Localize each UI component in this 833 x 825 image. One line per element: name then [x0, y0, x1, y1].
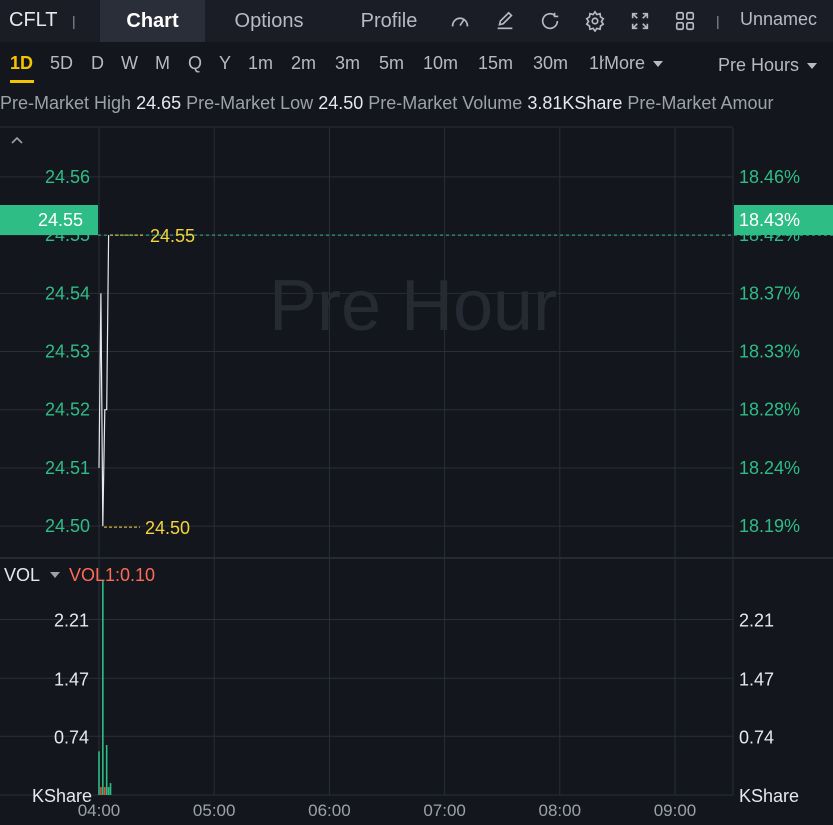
toolbar-separator: |: [716, 13, 720, 29]
volume-panel-label[interactable]: VOL: [4, 565, 41, 585]
volume-bar: [107, 787, 110, 795]
period-m[interactable]: M: [155, 53, 170, 73]
volume-bar: [105, 744, 108, 795]
last-pct-badge: 18.43%: [734, 205, 833, 235]
price-tick-label: 24.51: [45, 458, 90, 478]
period-w[interactable]: W: [121, 53, 138, 73]
price-tick-label: 24.56: [45, 167, 90, 187]
more-periods-dropdown[interactable]: More: [604, 53, 664, 74]
price-tick-label: 24.53: [45, 342, 90, 362]
pre-market-amount-label: Pre-Market Amour: [627, 93, 774, 113]
pre-market-high-value: 24.65: [136, 93, 182, 113]
percent-tick-label: 18.46%: [739, 167, 800, 187]
pre-market-volume-label: Pre-Market Volume: [368, 93, 523, 113]
caret-down-icon: [807, 63, 818, 69]
time-tick-label: 06:00: [308, 801, 351, 820]
pre-market-low-label: Pre-Market Low: [186, 93, 314, 113]
speedometer-icon[interactable]: [447, 8, 473, 34]
period-1d[interactable]: 1D: [10, 53, 34, 73]
session-dropdown[interactable]: Pre Hours: [718, 55, 818, 76]
last-price-annotation: 24.55: [150, 226, 195, 246]
percent-tick-label: 18.19%: [739, 516, 800, 536]
low-price-annotation: 24.50: [145, 518, 190, 538]
time-tick-label: 05:00: [193, 801, 236, 820]
last-price-badge-text: 24.55: [38, 210, 84, 230]
last-pct-badge-text: 18.43%: [739, 210, 801, 230]
grid-layout-icon[interactable]: [672, 8, 698, 34]
volume-tick-label: 2.21: [54, 611, 89, 631]
pre-market-high-label: Pre-Market High: [0, 93, 132, 113]
period-1m[interactable]: 1m: [248, 53, 274, 73]
tab-chart[interactable]: Chart: [100, 0, 205, 42]
volume-bar: [100, 787, 102, 795]
volume-bar: [98, 751, 100, 795]
workspace-name[interactable]: Unnamec: [740, 9, 818, 29]
percent-tick-label: 18.37%: [739, 283, 800, 303]
period-bar: 1D 5D D W M Q Y 1m 2m 3m 5m 10m 15m 30m …: [0, 43, 833, 85]
price-tick-label: 24.50: [45, 516, 90, 536]
volume-bar: [103, 787, 106, 795]
time-tick-label: 09:00: [654, 801, 697, 820]
price-tick-label: 24.54: [45, 283, 90, 303]
period-5d[interactable]: 5D: [50, 53, 74, 73]
expand-icon[interactable]: [627, 8, 653, 34]
gear-icon[interactable]: [582, 8, 608, 34]
active-period-underline: [10, 80, 34, 83]
more-label: More: [604, 53, 646, 73]
period-5m[interactable]: 5m: [379, 53, 405, 73]
price-line: [98, 235, 110, 527]
last-price-badge: 24.55: [0, 205, 98, 235]
session-label: Pre Hours: [718, 55, 800, 75]
volume-tick-label: 1.47: [54, 669, 89, 689]
percent-tick-label: 18.28%: [739, 400, 800, 420]
volume-right-tick-label: 0.74: [739, 727, 774, 747]
volume-right-tick-label: 1.47: [739, 669, 774, 689]
pre-hour-watermark: Pre Hour: [269, 266, 557, 346]
period-30m[interactable]: 30m: [533, 53, 569, 73]
ticker-separator: |: [72, 13, 76, 29]
period-1h[interactable]: 1h: [589, 53, 604, 73]
period-2m[interactable]: 2m: [291, 53, 317, 73]
period-15m[interactable]: 15m: [478, 53, 514, 73]
time-tick-label: 04:00: [78, 801, 121, 820]
percent-tick-label: 18.33%: [739, 342, 800, 362]
period-q[interactable]: Q: [188, 53, 203, 73]
time-tick-label: 07:00: [423, 801, 466, 820]
volume-indicator-value: VOL1:0.10: [69, 565, 156, 585]
time-tick-label: 08:00: [539, 801, 582, 820]
tab-options[interactable]: Options: [234, 10, 304, 32]
price-chart[interactable]: 04:00 05:00 06:00 07:00 08:00 09:00 24.56 18.46…: [0, 125, 833, 825]
volume-unit-right: KShare: [739, 786, 799, 806]
period-3m[interactable]: 3m: [335, 53, 361, 73]
chevron-up-icon[interactable]: [10, 133, 24, 147]
percent-tick-label: 18.24%: [739, 458, 800, 478]
price-tick-label: 24.52: [45, 400, 90, 420]
pre-market-stats: Pre-Market High 24.65 Pre-Market Low 24.…: [0, 93, 833, 121]
top-bar: CFLT | Chart Options Profile | Unnamec: [0, 0, 833, 42]
pre-market-low-value: 24.50: [318, 93, 364, 113]
volume-tick-label: 0.74: [54, 727, 89, 747]
caret-down-icon[interactable]: [50, 572, 60, 578]
tab-profile[interactable]: Profile: [360, 10, 418, 32]
volume-right-tick-label: 2.21: [739, 611, 774, 631]
period-10m[interactable]: 10m: [423, 53, 459, 73]
period-y[interactable]: Y: [219, 53, 232, 73]
volume-bar: [102, 579, 104, 795]
refresh-icon[interactable]: [537, 8, 563, 34]
caret-down-icon: [653, 61, 664, 67]
pre-market-volume-value: 3.81KShare: [527, 93, 623, 113]
volume-unit-left: KShare: [32, 786, 92, 806]
volume-bar: [109, 783, 112, 795]
ticker-symbol[interactable]: CFLT: [9, 9, 58, 31]
period-d[interactable]: D: [91, 53, 104, 73]
edit-pen-icon[interactable]: [492, 8, 518, 34]
